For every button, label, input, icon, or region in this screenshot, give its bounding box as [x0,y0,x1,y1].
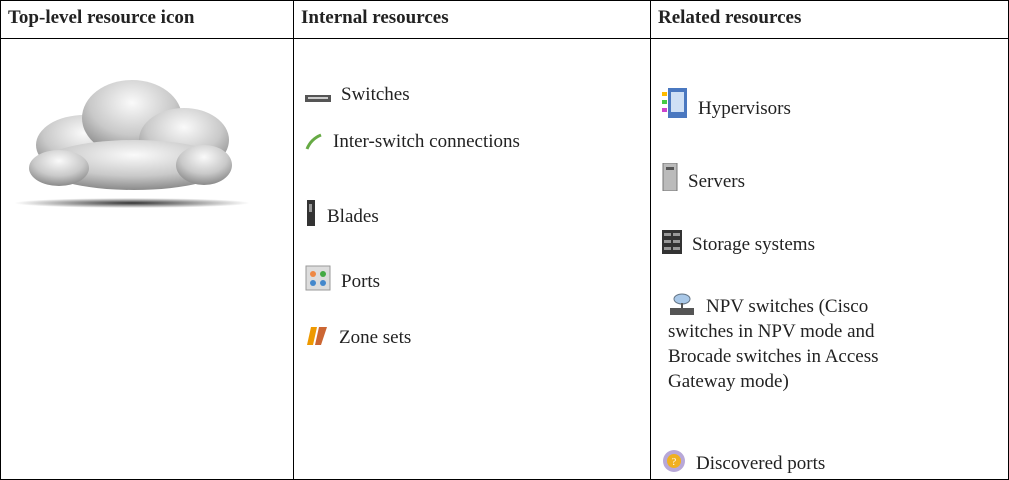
resource-label: Hypervisors [698,98,791,119]
internal-resource: Switches [305,82,410,107]
resource-label: Ports [341,271,381,292]
related-resource: Storage systems [662,230,815,257]
related-resource: Hypervisors [662,88,791,121]
resource-label: Switches [341,84,410,105]
resource-label: Zone sets [339,327,412,348]
related-resource: Servers [662,162,745,194]
resource-label: Storage systems [692,234,815,255]
internal-resource: Ports [305,265,380,294]
internal-resource: Zone sets [305,325,411,350]
resource-label: Discovered ports [696,453,826,474]
table-border [0,0,1,480]
resource-label: Inter-switch connections [333,131,520,152]
column-rule [293,0,294,480]
column-header: Related resources [658,7,802,28]
resource-label: Servers [688,171,745,192]
cloud-icon [14,80,250,208]
related-resource: ? Discovered ports [662,449,825,476]
internal-resource: Blades [305,200,379,229]
resource-label: NPV switches (Cisco switches in NPV mode… [668,296,879,392]
svg-text:?: ? [672,457,677,468]
column-header: Internal resources [301,7,449,28]
resource-label: Blades [327,206,379,227]
column-header: Top-level resource icon [8,7,195,28]
column-rule [650,0,651,480]
internal-resource: Inter-switch connections [305,129,520,154]
header-rule [0,38,1009,39]
related-resource: NPV switches (Cisco switches in NPV mode… [668,292,930,394]
table-border [0,0,1009,1]
